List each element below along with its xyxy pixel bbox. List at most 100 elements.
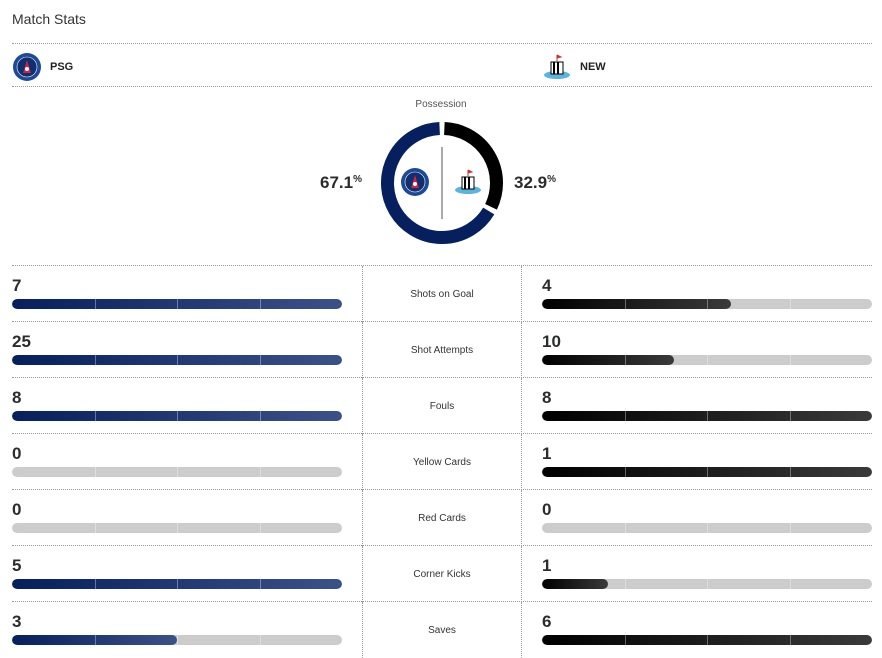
away-bar xyxy=(542,635,872,645)
bar-segment-divider xyxy=(259,299,261,309)
bar-segment-divider xyxy=(624,579,626,589)
home-value: 8 xyxy=(12,388,22,407)
match-stats-title: Match Stats xyxy=(12,11,86,27)
stat-row: 0 Yellow Cards 1 xyxy=(12,433,872,490)
bar-segment-divider xyxy=(94,411,96,421)
stat-row: 25 Shot Attempts 10 xyxy=(12,321,872,378)
bar-segment-divider xyxy=(177,635,178,645)
bar-segment-divider xyxy=(789,635,791,645)
stat-row: 0 Red Cards 0 xyxy=(12,489,872,546)
newcastle-logo-icon xyxy=(455,169,481,194)
stat-row: 3 Saves 6 xyxy=(12,601,872,658)
away-value: 8 xyxy=(542,388,552,407)
home-bar-fill xyxy=(12,299,342,309)
bar-segment-divider xyxy=(707,467,708,477)
home-value: 7 xyxy=(12,276,22,295)
home-bar-fill xyxy=(12,411,342,421)
bar-segment-divider xyxy=(707,635,708,645)
stats-table: 7 Shots on Goal 4 25 Shot Attempts 10 8 Fo… xyxy=(12,265,872,658)
bar-segment-divider xyxy=(789,467,791,477)
bar-segment-divider xyxy=(624,299,626,309)
percent-sign: % xyxy=(353,174,362,185)
bar-segment-divider xyxy=(707,523,708,533)
home-possession-value: 67.1 xyxy=(320,173,354,192)
bar-segment-divider xyxy=(259,523,261,533)
away-bar xyxy=(542,467,872,477)
bar-segment-divider xyxy=(624,523,626,533)
bar-segment-divider xyxy=(789,579,791,589)
home-bar xyxy=(12,299,342,309)
psg-logo-icon xyxy=(13,53,41,81)
stat-label: Shot Attempts xyxy=(362,322,522,378)
bar-segment-divider xyxy=(177,579,178,589)
bar-segment-divider xyxy=(707,411,708,421)
away-value: 1 xyxy=(542,556,552,575)
away-possession-value: 32.9 xyxy=(514,173,548,192)
away-bar-fill xyxy=(542,299,731,309)
bar-segment-divider xyxy=(624,635,626,645)
home-possession: 67.1% xyxy=(320,173,362,193)
possession-donut xyxy=(381,122,503,244)
away-bar xyxy=(542,355,872,365)
home-value: 0 xyxy=(12,500,22,519)
away-bar xyxy=(542,523,872,533)
bar-segment-divider xyxy=(94,635,96,645)
bar-segment-divider xyxy=(789,355,791,365)
away-possession-arc xyxy=(443,122,503,210)
away-bar xyxy=(542,579,872,589)
stat-label: Corner Kicks xyxy=(362,546,522,602)
away-value: 1 xyxy=(542,444,552,463)
bar-segment-divider xyxy=(624,467,626,477)
home-bar xyxy=(12,355,342,365)
bar-segment-divider xyxy=(94,299,96,309)
away-team[interactable]: NEW xyxy=(542,52,606,82)
stat-label: Red Cards xyxy=(362,490,522,546)
home-value: 25 xyxy=(12,332,31,351)
home-bar xyxy=(12,411,342,421)
bar-segment-divider xyxy=(707,299,708,309)
stat-row: 7 Shots on Goal 4 xyxy=(12,265,872,322)
bar-segment-divider xyxy=(624,355,626,365)
bar-segment-divider xyxy=(94,467,96,477)
home-value: 3 xyxy=(12,612,22,631)
bar-segment-divider xyxy=(177,523,178,533)
bar-segment-divider xyxy=(177,355,178,365)
away-value: 10 xyxy=(542,332,561,351)
bar-segment-divider xyxy=(789,411,791,421)
stat-label: Fouls xyxy=(362,378,522,434)
home-team-abbr: PSG xyxy=(50,61,74,73)
newcastle-logo-icon xyxy=(544,54,570,79)
away-possession: 32.9% xyxy=(514,173,556,193)
away-value: 4 xyxy=(542,276,552,295)
bar-segment-divider xyxy=(177,467,178,477)
away-value: 6 xyxy=(542,612,552,631)
home-bar-fill xyxy=(12,355,342,365)
bar-segment-divider xyxy=(94,355,96,365)
home-possession-arc xyxy=(381,122,495,244)
home-bar xyxy=(12,467,342,477)
away-team-abbr: NEW xyxy=(580,61,606,73)
psg-logo-icon xyxy=(401,168,429,196)
home-bar xyxy=(12,523,342,533)
stat-label: Saves xyxy=(362,602,522,658)
away-bar xyxy=(542,411,872,421)
away-value: 0 xyxy=(542,500,552,519)
home-bar-fill xyxy=(12,579,342,589)
teams-header: PSG NEW xyxy=(12,43,872,87)
stat-label: Shots on Goal xyxy=(362,266,522,322)
home-value: 5 xyxy=(12,556,22,575)
possession-label: Possession xyxy=(415,99,467,110)
bar-segment-divider xyxy=(707,579,708,589)
bar-segment-divider xyxy=(177,411,178,421)
bar-segment-divider xyxy=(624,411,626,421)
stat-label: Yellow Cards xyxy=(362,434,522,490)
bar-segment-divider xyxy=(259,411,261,421)
bar-segment-divider xyxy=(177,299,178,309)
away-bar-fill xyxy=(542,635,872,645)
bar-segment-divider xyxy=(707,355,708,365)
home-bar xyxy=(12,579,342,589)
bar-segment-divider xyxy=(259,355,261,365)
bar-segment-divider xyxy=(94,579,96,589)
bar-segment-divider xyxy=(789,523,791,533)
home-team[interactable]: PSG xyxy=(12,52,73,82)
